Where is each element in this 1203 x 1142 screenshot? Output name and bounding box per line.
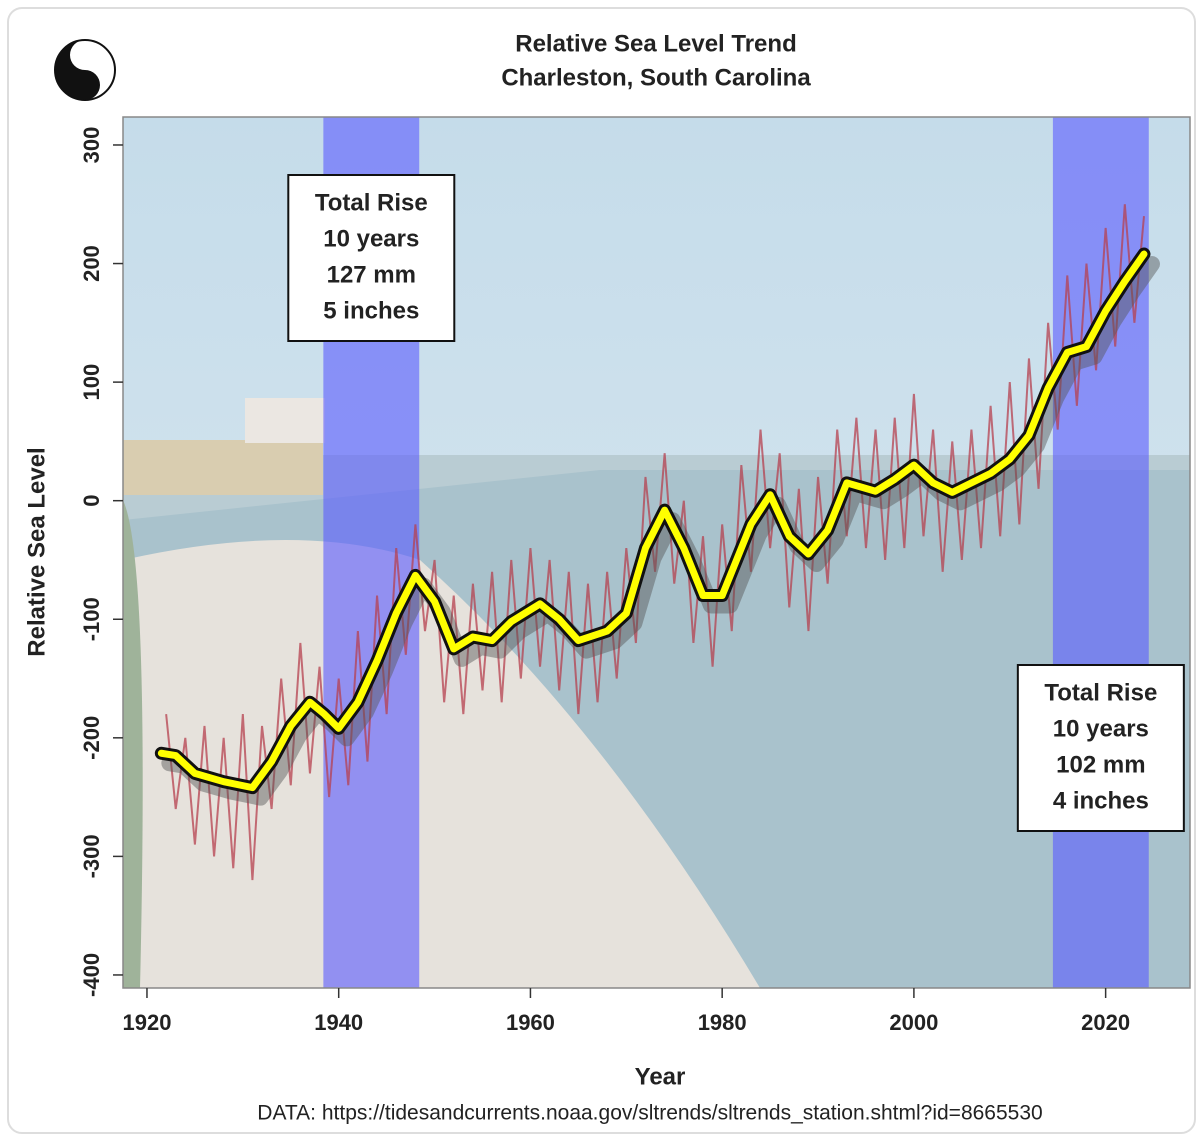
chart-subtitle: Charleston, South Carolina <box>501 64 811 91</box>
chart: Relative Sea Level Trend Charleston, Sou… <box>0 0 1203 1137</box>
y-tick-label: -100 <box>79 597 104 641</box>
x-tick-label: 2000 <box>889 1010 938 1035</box>
source-note: DATA: https://tidesandcurrents.noaa.gov/… <box>257 1102 1042 1125</box>
y-tick-label: -300 <box>79 834 104 878</box>
annotation-text: 127 mm <box>327 261 416 288</box>
annotation-text: 4 inches <box>1053 787 1149 814</box>
highlight-band <box>1053 117 1149 988</box>
x-tick-label: 2020 <box>1081 1010 1130 1035</box>
x-tick-label: 1940 <box>314 1010 363 1035</box>
annotation-text: Total Rise <box>1044 679 1157 706</box>
annotation-text: 10 years <box>323 225 419 252</box>
y-tick-label: 300 <box>79 127 104 164</box>
annotation-text: Total Rise <box>315 189 428 216</box>
y-tick-label: -200 <box>79 716 104 760</box>
y-axis-label: Relative Sea Level <box>23 447 50 656</box>
x-tick-label: 1960 <box>506 1010 555 1035</box>
x-axis-label: Year <box>635 1063 686 1090</box>
x-tick-label: 1980 <box>698 1010 747 1035</box>
y-tick-label: 200 <box>79 245 104 282</box>
annotation-text: 5 inches <box>323 297 419 324</box>
y-tick-label: 100 <box>79 364 104 401</box>
y-tick-label: -400 <box>79 953 104 997</box>
logo <box>55 40 115 100</box>
annotation-text: 10 years <box>1053 715 1149 742</box>
annotation-text: 102 mm <box>1056 751 1145 778</box>
chart-title: Relative Sea Level Trend <box>515 30 796 57</box>
x-tick-label: 1920 <box>122 1010 171 1035</box>
y-tick-label: 0 <box>79 495 104 507</box>
